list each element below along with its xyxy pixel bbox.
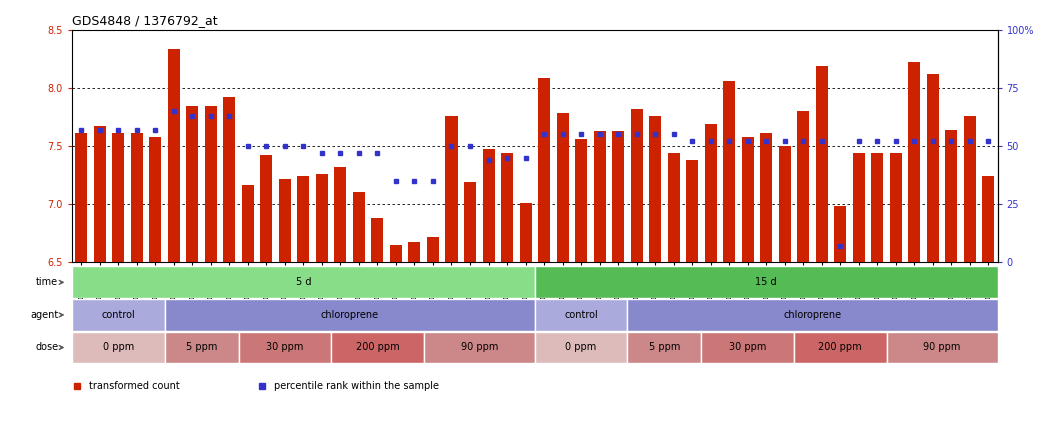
Text: GDS4848 / 1376792_at: GDS4848 / 1376792_at [72,14,218,27]
Bar [204,107,217,262]
Text: 30 ppm: 30 ppm [729,343,767,352]
Bar [575,139,587,262]
Bar [75,133,87,262]
Bar [164,332,238,363]
Bar [852,153,865,262]
Bar [298,176,309,262]
Bar [535,299,627,331]
Bar [983,176,994,262]
Bar [886,332,998,363]
Bar [241,185,254,262]
Text: 200 ppm: 200 ppm [356,343,399,352]
Bar [72,299,164,331]
Bar [760,133,772,262]
Bar [627,332,701,363]
Bar [686,160,698,262]
Text: 15 d: 15 d [755,277,777,287]
Bar [446,116,457,262]
Bar [535,266,998,298]
Text: control: control [102,310,136,320]
Bar [741,137,754,262]
Bar [794,332,886,363]
Text: 90 ppm: 90 ppm [923,343,961,352]
Text: 30 ppm: 30 ppm [266,343,304,352]
Bar [186,107,198,262]
Text: dose: dose [35,343,58,352]
Bar [890,153,902,262]
Bar [909,62,920,262]
Text: 200 ppm: 200 ppm [819,343,862,352]
Bar [149,137,161,262]
Bar [593,131,606,262]
Text: 5 ppm: 5 ppm [649,343,680,352]
Bar [427,237,439,262]
Bar [372,218,383,262]
Bar [464,182,477,262]
Bar [261,155,272,262]
Text: 0 ppm: 0 ppm [103,343,133,352]
Text: chloroprene: chloroprene [784,310,842,320]
Bar [409,242,420,262]
Bar [424,332,535,363]
Bar [483,149,495,262]
Bar [353,192,365,262]
Bar [797,111,809,262]
Bar [335,167,346,262]
Text: 0 ppm: 0 ppm [566,343,596,352]
Bar [815,66,828,262]
Bar [112,133,124,262]
Bar [946,130,957,262]
Bar [649,116,661,262]
Bar [331,332,424,363]
Text: time: time [36,277,58,287]
Bar [630,109,643,262]
Text: chloroprene: chloroprene [321,310,379,320]
Text: 90 ppm: 90 ppm [461,343,498,352]
Text: 5 ppm: 5 ppm [186,343,217,352]
Bar [834,206,846,262]
Text: 5 d: 5 d [295,277,311,287]
Bar [964,116,975,262]
Bar [701,332,794,363]
Bar [927,74,939,262]
Bar [164,299,535,331]
Bar [535,332,627,363]
Bar [723,81,735,262]
Bar [130,133,143,262]
Bar [667,153,680,262]
Bar [538,79,550,262]
Bar [612,131,624,262]
Bar [94,126,106,262]
Text: percentile rank within the sample: percentile rank within the sample [274,381,438,390]
Bar [520,203,532,262]
Bar [778,146,791,262]
Bar [316,174,328,262]
Bar [223,97,235,262]
Text: control: control [564,310,598,320]
Bar [238,332,331,363]
Bar [704,124,717,262]
Bar [390,245,402,262]
Bar [627,299,998,331]
Bar [72,266,535,298]
Bar [167,49,180,262]
Bar [501,153,513,262]
Bar [872,153,883,262]
Text: agent: agent [30,310,58,320]
Bar [279,179,291,262]
Bar [72,332,164,363]
Bar [557,113,569,262]
Text: transformed count: transformed count [89,381,179,390]
